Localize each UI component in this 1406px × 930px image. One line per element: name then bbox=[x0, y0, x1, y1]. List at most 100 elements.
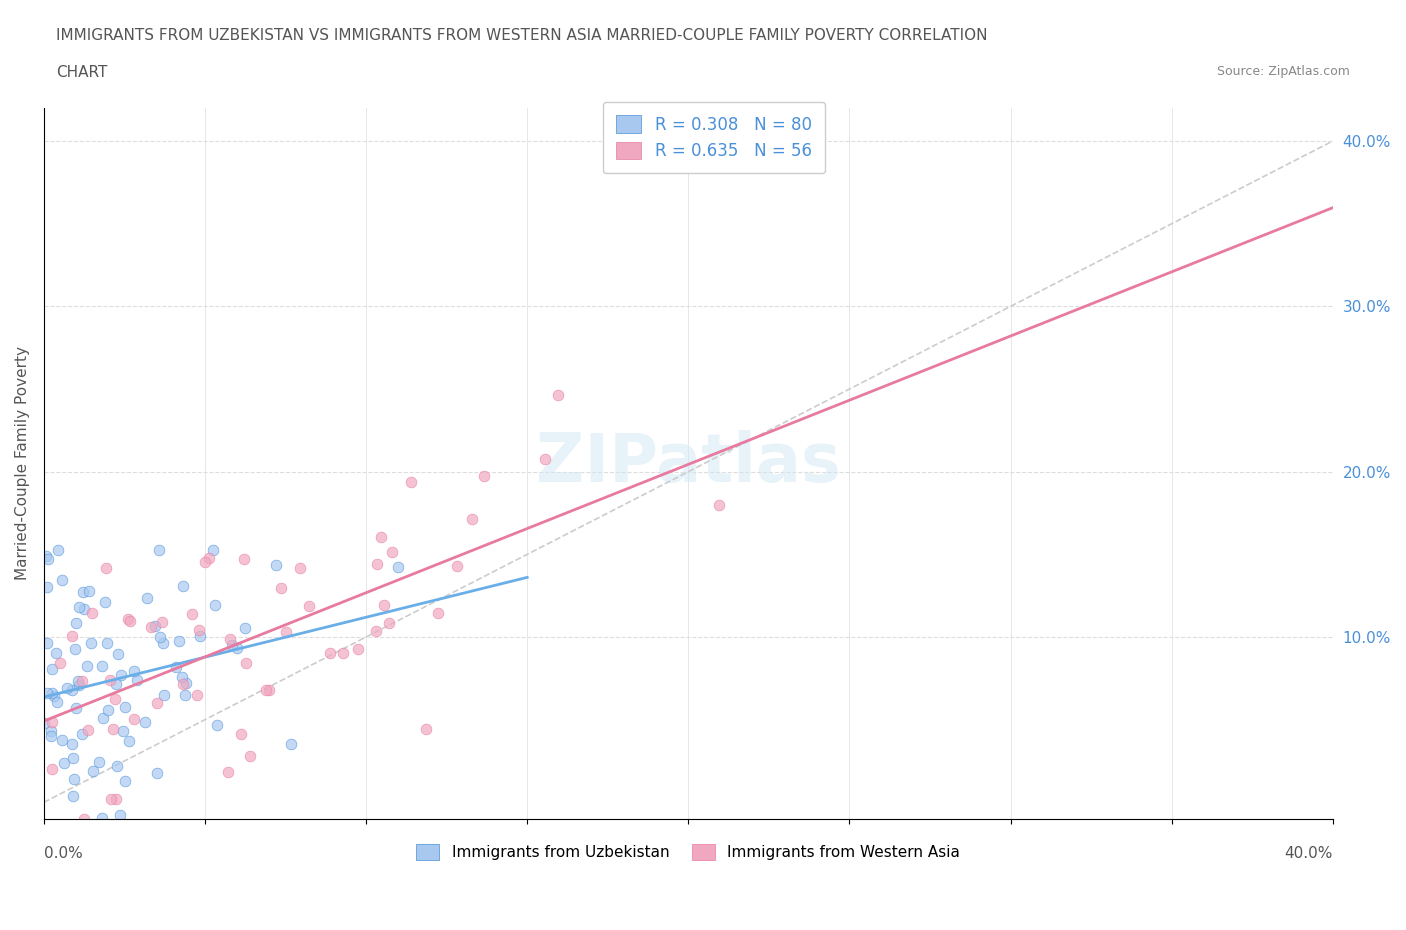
Point bbox=[32, 715, 55, 730]
Point bbox=[207, 717, 229, 732]
Point bbox=[290, 561, 312, 576]
Point bbox=[298, 599, 321, 614]
Point bbox=[37, 685, 59, 700]
Point bbox=[117, 733, 139, 748]
Point bbox=[266, 558, 288, 573]
Point bbox=[461, 512, 484, 526]
Point bbox=[45, 645, 67, 660]
Point bbox=[150, 614, 173, 629]
Point bbox=[100, 791, 122, 806]
Point bbox=[82, 605, 104, 620]
Point bbox=[51, 573, 73, 588]
Point bbox=[89, 755, 111, 770]
Point bbox=[72, 584, 94, 599]
Point bbox=[41, 724, 63, 738]
Point bbox=[170, 670, 193, 684]
Point bbox=[117, 612, 139, 627]
Point bbox=[56, 681, 79, 696]
Point bbox=[37, 635, 59, 650]
Point bbox=[204, 597, 226, 612]
Point bbox=[188, 622, 211, 637]
Point bbox=[364, 623, 387, 638]
Point bbox=[257, 683, 280, 698]
Point bbox=[143, 618, 166, 633]
Point bbox=[42, 688, 65, 703]
Point bbox=[202, 543, 225, 558]
Point bbox=[370, 529, 392, 544]
Point bbox=[125, 672, 148, 687]
Point bbox=[46, 695, 69, 710]
Point bbox=[415, 721, 437, 736]
Point bbox=[34, 549, 56, 564]
Point bbox=[172, 676, 194, 691]
Point bbox=[94, 594, 117, 609]
Point bbox=[270, 580, 292, 595]
Point bbox=[172, 578, 194, 593]
Point bbox=[60, 683, 83, 698]
Point bbox=[114, 774, 136, 789]
Point bbox=[238, 749, 260, 764]
Legend: Immigrants from Uzbekistan, Immigrants from Western Asia: Immigrants from Uzbekistan, Immigrants f… bbox=[409, 837, 967, 868]
Point bbox=[53, 755, 76, 770]
Point bbox=[122, 711, 145, 726]
Text: Source: ZipAtlas.com: Source: ZipAtlas.com bbox=[1216, 65, 1350, 78]
Point bbox=[141, 619, 163, 634]
Point bbox=[194, 554, 217, 569]
Point bbox=[39, 728, 62, 743]
Point bbox=[104, 676, 127, 691]
Point bbox=[381, 544, 404, 559]
Point bbox=[180, 607, 202, 622]
Point bbox=[146, 696, 169, 711]
Point bbox=[48, 656, 70, 671]
Point bbox=[377, 615, 399, 630]
Point bbox=[167, 634, 190, 649]
Point bbox=[146, 765, 169, 780]
Point bbox=[112, 724, 135, 738]
Point bbox=[60, 629, 83, 644]
Point bbox=[63, 772, 86, 787]
Point bbox=[70, 673, 93, 688]
Point bbox=[41, 714, 63, 729]
Point bbox=[105, 759, 128, 774]
Point bbox=[373, 598, 395, 613]
Point bbox=[110, 668, 132, 683]
Point bbox=[77, 722, 100, 737]
Point bbox=[103, 692, 125, 707]
Point bbox=[37, 551, 59, 566]
Point bbox=[534, 451, 557, 466]
Point bbox=[235, 656, 257, 671]
Point bbox=[63, 642, 86, 657]
Point bbox=[427, 606, 450, 621]
Point bbox=[60, 737, 83, 751]
Point bbox=[114, 699, 136, 714]
Point bbox=[96, 635, 118, 650]
Point bbox=[173, 687, 195, 702]
Point bbox=[41, 685, 63, 700]
Point bbox=[98, 672, 121, 687]
Point bbox=[148, 542, 170, 557]
Point bbox=[274, 625, 297, 640]
Point bbox=[91, 711, 114, 725]
Point bbox=[472, 468, 495, 483]
Point bbox=[90, 811, 112, 826]
Point bbox=[76, 659, 98, 674]
Point bbox=[107, 646, 129, 661]
Point bbox=[62, 751, 84, 765]
Text: ZIPatlas: ZIPatlas bbox=[536, 431, 841, 497]
Point bbox=[41, 762, 63, 777]
Point bbox=[221, 638, 243, 653]
Point bbox=[79, 819, 101, 834]
Point bbox=[62, 789, 84, 804]
Point bbox=[165, 659, 187, 674]
Text: 40.0%: 40.0% bbox=[1285, 846, 1333, 861]
Point bbox=[51, 733, 73, 748]
Point bbox=[97, 703, 120, 718]
Point bbox=[149, 630, 172, 644]
Point bbox=[37, 579, 59, 594]
Point bbox=[82, 764, 104, 778]
Point bbox=[122, 663, 145, 678]
Text: IMMIGRANTS FROM UZBEKISTAN VS IMMIGRANTS FROM WESTERN ASIA MARRIED-COUPLE FAMILY: IMMIGRANTS FROM UZBEKISTAN VS IMMIGRANTS… bbox=[56, 28, 988, 43]
Point bbox=[94, 560, 117, 575]
Point bbox=[48, 828, 70, 843]
Point bbox=[446, 559, 468, 574]
